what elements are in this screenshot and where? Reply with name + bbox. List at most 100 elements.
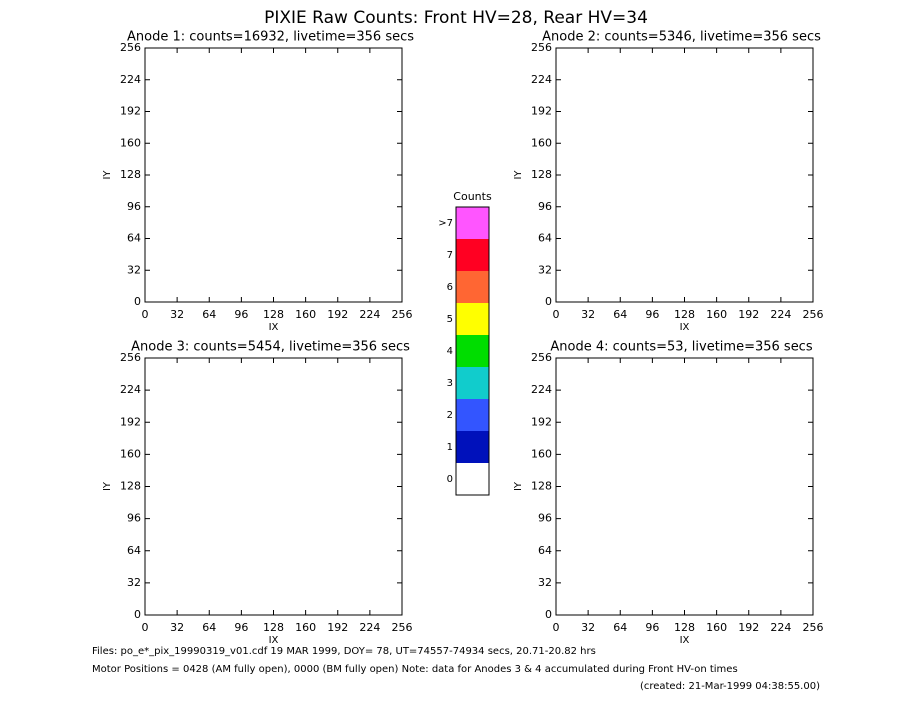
x-axis-label: IX: [680, 635, 690, 646]
y-tick-label: 96: [127, 200, 141, 213]
y-tick-label: 160: [120, 136, 141, 149]
colorbar-swatch: [456, 207, 489, 239]
y-tick-label: 96: [127, 512, 141, 525]
y-tick-label: 128: [531, 168, 552, 181]
colorbar-frame: [455, 206, 490, 496]
colorbar-label: 0: [447, 474, 453, 485]
x-tick-label: 224: [770, 308, 791, 321]
y-tick-label: 192: [531, 415, 552, 428]
colorbar-label: 6: [447, 282, 453, 293]
colorbar-swatch: [456, 239, 489, 271]
plot-frame: [144, 357, 403, 616]
y-tick-label: 32: [127, 263, 141, 276]
colorbar-swatch: [456, 463, 489, 495]
page-title: PIXIE Raw Counts: Front HV=28, Rear HV=3…: [264, 8, 648, 28]
y-tick-label: 160: [531, 136, 552, 149]
footer-motor: Motor Positions = 0428 (AM fully open), …: [92, 664, 738, 675]
x-tick-label: 192: [327, 621, 348, 634]
colorbar-label: >7: [438, 218, 453, 229]
x-tick-label: 64: [613, 621, 627, 634]
x-tick-label: 64: [202, 308, 216, 321]
colorbar-label: 5: [447, 314, 453, 325]
y-tick-label: 224: [531, 73, 552, 86]
x-tick-label: 0: [142, 308, 149, 321]
x-tick-label: 0: [142, 621, 149, 634]
y-tick-label: 160: [531, 447, 552, 460]
x-tick-label: 192: [738, 308, 759, 321]
x-tick-label: 256: [803, 308, 824, 321]
y-tick-label: 32: [538, 263, 552, 276]
colorbar-label: 3: [447, 378, 453, 389]
x-tick-label: 64: [202, 621, 216, 634]
x-tick-label: 32: [170, 621, 184, 634]
y-tick-label: 160: [120, 447, 141, 460]
x-tick-label: 64: [613, 308, 627, 321]
footer-files: Files: po_e*_pix_19990319_v01.cdf 19 MAR…: [92, 646, 596, 657]
x-axis-label: IX: [269, 635, 279, 646]
y-tick-label: 128: [531, 480, 552, 493]
x-tick-label: 128: [674, 621, 695, 634]
y-tick-label: 224: [120, 73, 141, 86]
x-tick-label: 192: [738, 621, 759, 634]
y-tick-label: 256: [531, 351, 552, 364]
panel-title: Anode 4: counts=53, livetime=356 secs: [550, 340, 812, 355]
y-tick-label: 64: [538, 232, 552, 245]
x-tick-label: 128: [263, 308, 284, 321]
panel-title: Anode 1: counts=16932, livetime=356 secs: [127, 30, 414, 45]
x-tick-label: 128: [263, 621, 284, 634]
y-tick-label: 0: [134, 295, 141, 308]
y-axis-label: IY: [513, 481, 524, 491]
y-tick-label: 64: [127, 232, 141, 245]
x-tick-label: 256: [392, 621, 413, 634]
y-tick-label: 0: [545, 295, 552, 308]
y-tick-label: 32: [538, 576, 552, 589]
y-tick-label: 192: [531, 105, 552, 118]
y-tick-label: 224: [120, 383, 141, 396]
x-tick-label: 96: [645, 621, 659, 634]
x-tick-label: 224: [359, 621, 380, 634]
y-tick-label: 0: [545, 608, 552, 621]
colorbar-label: 1: [447, 442, 453, 453]
y-axis-label: IY: [102, 481, 113, 491]
y-tick-label: 192: [120, 105, 141, 118]
x-tick-label: 96: [645, 308, 659, 321]
x-tick-label: 160: [706, 621, 727, 634]
x-tick-label: 160: [706, 308, 727, 321]
colorbar-swatch: [456, 367, 489, 399]
x-axis-label: IX: [269, 322, 279, 333]
x-tick-label: 32: [581, 308, 595, 321]
y-tick-label: 192: [120, 415, 141, 428]
y-tick-label: 256: [120, 41, 141, 54]
x-tick-label: 32: [170, 308, 184, 321]
colorbar-swatch: [456, 271, 489, 303]
x-tick-label: 224: [770, 621, 791, 634]
colorbar-title: Counts: [453, 190, 492, 203]
colorbar-swatch: [456, 431, 489, 463]
x-tick-label: 256: [803, 621, 824, 634]
y-tick-label: 96: [538, 200, 552, 213]
y-tick-label: 128: [120, 168, 141, 181]
y-tick-label: 256: [531, 41, 552, 54]
x-tick-label: 128: [674, 308, 695, 321]
colorbar-label: 4: [447, 346, 453, 357]
panel-title: Anode 3: counts=5454, livetime=356 secs: [131, 340, 410, 355]
x-tick-label: 224: [359, 308, 380, 321]
x-tick-label: 256: [392, 308, 413, 321]
x-tick-label: 96: [234, 621, 248, 634]
colorbar-swatch: [456, 303, 489, 335]
colorbar-swatch: [456, 335, 489, 367]
colorbar-label: 7: [447, 250, 453, 261]
colorbar-swatch: [456, 399, 489, 431]
x-tick-label: 96: [234, 308, 248, 321]
y-tick-label: 64: [538, 544, 552, 557]
x-axis-label: IX: [680, 322, 690, 333]
x-tick-label: 32: [581, 621, 595, 634]
y-tick-label: 32: [127, 576, 141, 589]
y-axis-label: IY: [513, 170, 524, 180]
x-tick-label: 0: [553, 621, 560, 634]
x-tick-label: 160: [295, 308, 316, 321]
colorbar-label: 2: [447, 410, 453, 421]
plot-frame: [144, 47, 403, 303]
y-tick-label: 224: [531, 383, 552, 396]
